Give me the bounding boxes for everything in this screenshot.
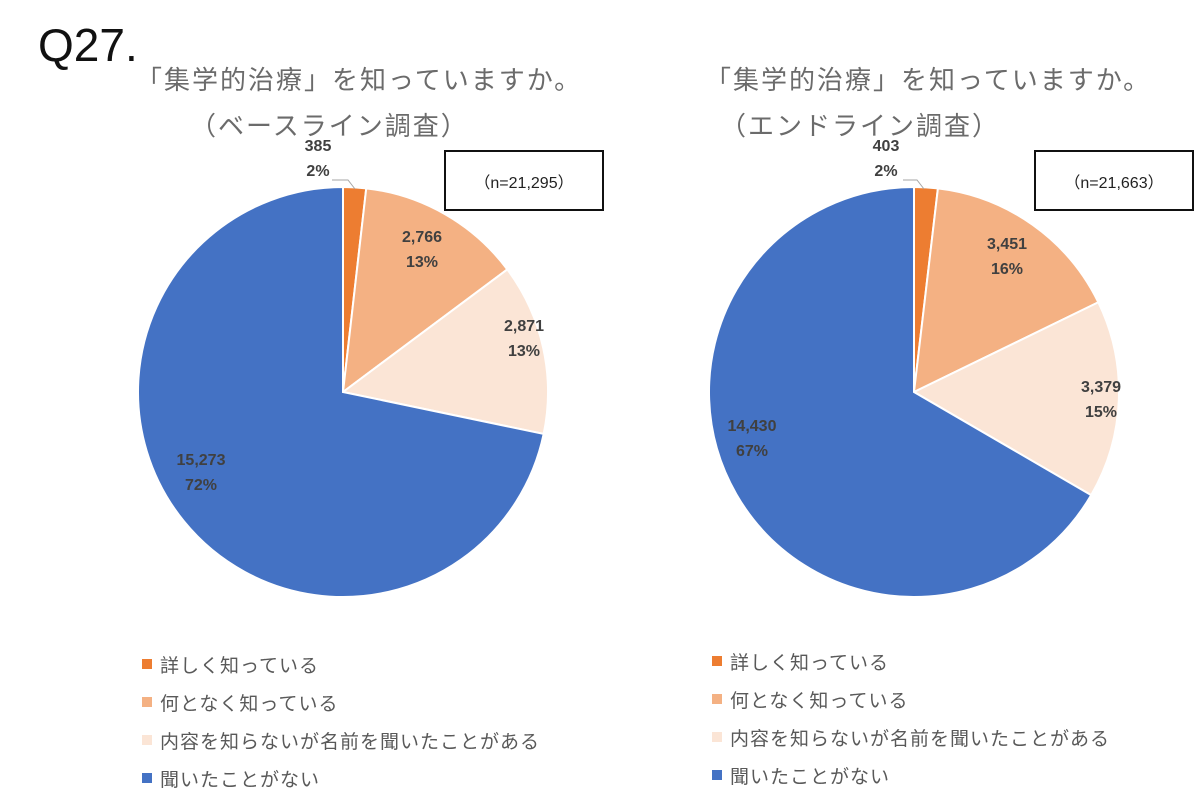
sample-size-box-baseline: （n=21,295） [444, 150, 604, 211]
question-number: Q27. [38, 19, 138, 71]
chart-subtitle-endline: （エンドライン調査） [720, 112, 1001, 142]
legend-label: 聞いたことがない [160, 768, 321, 791]
legend-item-never: 聞いたことがない [142, 759, 540, 797]
sample-size-box-endline: （n=21,663） [1034, 150, 1194, 211]
legend-item-heard-name: 内容を知らないが名前を聞いたことがある [712, 718, 1110, 756]
legend-swatch [142, 697, 152, 707]
chart-title-endline: 「集学的治療」を知っていますか。 [705, 66, 1152, 96]
legend-swatch [712, 732, 722, 742]
pie-chart-baseline [137, 185, 549, 598]
legend-baseline: 詳しく知っている 何となく知っている 内容を知らないが名前を聞いたことがある 聞… [142, 645, 540, 797]
data-label-baseline-somewhat: 2,766 13% [401, 229, 443, 271]
legend-swatch [142, 773, 152, 783]
slice-somewhat [341, 187, 509, 395]
leader-line-baseline [332, 179, 356, 190]
legend-swatch [712, 694, 722, 704]
legend-label: 何となく知っている [730, 689, 909, 712]
data-label-baseline-never: 15,273 72% [176, 452, 226, 494]
legend-label: 内容を知らないが名前を聞いたことがある [160, 730, 541, 753]
legend-item-somewhat: 何となく知っている [712, 680, 1110, 718]
slice-somewhat [912, 187, 1100, 394]
data-label-baseline-heard-name: 2,871 13% [503, 318, 545, 360]
leader-line-endline [903, 179, 925, 190]
legend-swatch [142, 735, 152, 745]
slice-never [137, 185, 545, 598]
data-label-baseline-detail: 385 2% [304, 138, 332, 180]
legend-swatch [142, 659, 152, 669]
legend-item-never: 聞いたことがない [712, 756, 1110, 794]
legend-item-somewhat: 何となく知っている [142, 683, 540, 721]
legend-endline: 詳しく知っている 何となく知っている 内容を知らないが名前を聞いたことがある 聞… [712, 642, 1110, 794]
slice-heard-name [340, 267, 549, 436]
legend-item-heard-name: 内容を知らないが名前を聞いたことがある [142, 721, 540, 759]
legend-label: 聞いたことがない [730, 765, 891, 788]
legend-label: 詳しく知っている [730, 651, 890, 674]
legend-swatch [712, 656, 722, 666]
legend-label: 詳しく知っている [160, 654, 320, 677]
data-label-endline-never: 14,430 67% [727, 418, 777, 460]
data-label-endline-detail: 403 2% [872, 138, 900, 180]
legend-label: 何となく知っている [160, 692, 339, 715]
data-label-endline-heard-name: 3,379 15% [1080, 379, 1122, 421]
pie-chart-endline [708, 185, 1120, 598]
legend-label: 内容を知らないが名前を聞いたことがある [730, 727, 1111, 750]
legend-item-detail: 詳しく知っている [712, 642, 1110, 680]
slice-never [708, 185, 1093, 598]
chart-title-baseline: 「集学的治療」を知っていますか。 [136, 66, 583, 96]
legend-swatch [712, 770, 722, 780]
slice-heard-name [911, 300, 1120, 497]
chart-subtitle-baseline: （ベースライン調査） [190, 112, 469, 142]
legend-item-detail: 詳しく知っている [142, 645, 540, 683]
data-label-endline-somewhat: 3,451 16% [986, 236, 1028, 278]
